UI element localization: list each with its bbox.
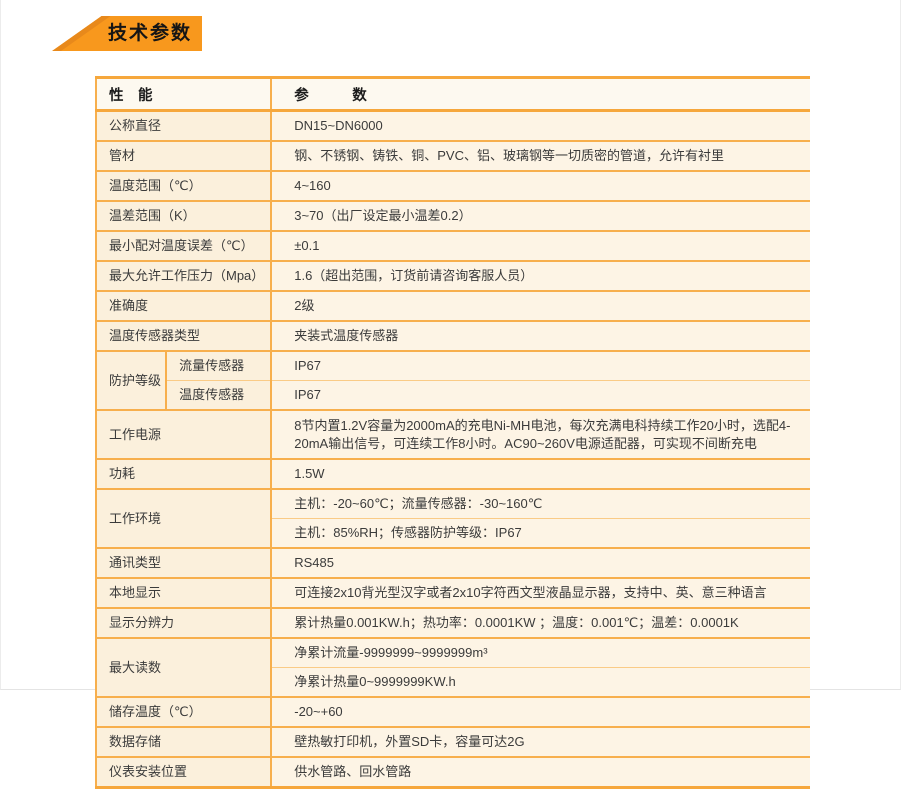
table-row-data-storage: 数据存储 壁热敏打印机，外置SD卡，容量可达2G	[96, 727, 810, 759]
table-row-temp-range: 温度范围（℃） 4~160	[96, 171, 810, 202]
table-row-accuracy: 准确度 2级	[96, 291, 810, 322]
spec-value: 净累计流量-9999999~9999999m³	[270, 638, 810, 669]
spec-value: 1.5W	[270, 459, 810, 491]
col-header-performance: 性 能	[96, 77, 272, 112]
spec-label: 准确度	[96, 291, 272, 322]
table-row-max-pressure: 最大允许工作压力（Mpa） 1.6（超出范围，订货前请咨询客服人员）	[96, 261, 810, 292]
spec-label: 最小配对温度误差（℃）	[96, 231, 272, 262]
spec-label: 最大允许工作压力（Mpa）	[96, 261, 272, 292]
spec-label: 防护等级	[96, 351, 167, 411]
page: { "badge": { "title": "技术参数" }, "colors"…	[0, 0, 901, 690]
col-header-parameter: 参 数	[270, 77, 810, 112]
spec-value: DN15~DN6000	[270, 110, 810, 142]
spec-value: 2级	[270, 291, 810, 322]
table-row-comm-type: 通讯类型 RS485	[96, 548, 810, 580]
spec-label: 功耗	[96, 459, 272, 491]
spec-value: 3~70（出厂设定最小温差0.2）	[270, 201, 810, 232]
spec-value: IP67	[270, 351, 810, 381]
table-row-install-position: 仪表安装位置 供水管路、回水管路	[96, 757, 810, 789]
section-badge: 技术参数	[52, 16, 202, 51]
spec-label: 储存温度（℃）	[96, 697, 272, 729]
table-row-local-display: 本地显示 可连接2x10背光型汉字或者2x10字符西文型液晶显示器，支持中、英、…	[96, 578, 810, 610]
spec-label: 温度传感器类型	[96, 321, 272, 352]
spec-value: 净累计热量0~9999999KW.h	[270, 667, 810, 699]
spec-value: -20~+60	[270, 697, 810, 729]
spec-value: 8节内置1.2V容量为2000mA的充电Ni-MH电池，每次充满电科持续工作20…	[270, 410, 810, 461]
spec-label: 工作电源	[96, 410, 272, 461]
table-row-temp-sensor-type: 温度传感器类型 夹装式温度传感器	[96, 321, 810, 352]
table-row-display-resolution: 显示分辨力 累计热量0.001KW.h；热功率：0.0001KW ；温度：0.0…	[96, 608, 810, 640]
table-row-protection-flow: 防护等级 流量传感器 IP67	[96, 351, 810, 411]
spec-label: 最大读数	[96, 638, 272, 699]
table-row-work-env-humidity: 主机：85%RH；传感器防护等级：IP67	[96, 518, 810, 550]
spec-label: 工作环境	[96, 489, 272, 550]
spec-label: 温度范围（℃）	[96, 171, 272, 202]
spec-sublabel: 流量传感器	[165, 351, 272, 381]
table-row-max-reading-flow: 最大读数 净累计流量-9999999~9999999m³	[96, 638, 810, 699]
spec-value: 1.6（超出范围，订货前请咨询客服人员）	[270, 261, 810, 292]
spec-label: 仪表安装位置	[96, 757, 272, 789]
spec-value: 可连接2x10背光型汉字或者2x10字符西文型液晶显示器，支持中、英、意三种语言	[270, 578, 810, 610]
spec-label: 管材	[96, 141, 272, 172]
table-row-temp-diff-range: 温差范围（K） 3~70（出厂设定最小温差0.2）	[96, 201, 810, 232]
spec-value: 4~160	[270, 171, 810, 202]
spec-value: RS485	[270, 548, 810, 580]
spec-value: 主机：-20~60℃；流量传感器：-30~160℃	[270, 489, 810, 520]
table-row-pipe-material: 管材 钢、不锈钢、铸铁、铜、PVC、铝、玻璃钢等一切质密的管道，允许有衬里	[96, 141, 810, 172]
spec-sublabel: 温度传感器	[165, 380, 272, 411]
table-row-power-consumption: 功耗 1.5W	[96, 459, 810, 491]
table-row-min-pair-error: 最小配对温度误差（℃） ±0.1	[96, 231, 810, 262]
table-row-power-supply: 工作电源 8节内置1.2V容量为2000mA的充电Ni-MH电池，每次充满电科持…	[96, 410, 810, 461]
spec-value: 夹装式温度传感器	[270, 321, 810, 352]
section-title: 技术参数	[108, 23, 193, 44]
table-row-nominal-diameter: 公称直径 DN15~DN6000	[96, 110, 810, 142]
spec-value: 钢、不锈钢、铸铁、铜、PVC、铝、玻璃钢等一切质密的管道，允许有衬里	[270, 141, 810, 172]
spec-value: 壁热敏打印机，外置SD卡，容量可达2G	[270, 727, 810, 759]
spec-value: 累计热量0.001KW.h；热功率：0.0001KW ；温度：0.001℃；温差…	[270, 608, 810, 640]
table-row-work-env-temp: 工作环境 主机：-20~60℃；流量传感器：-30~160℃	[96, 489, 810, 550]
spec-label: 显示分辨力	[96, 608, 272, 640]
spec-label: 本地显示	[96, 578, 272, 610]
table-row-storage-temp: 储存温度（℃） -20~+60	[96, 697, 810, 729]
spec-value: IP67	[270, 380, 810, 411]
spec-value: ±0.1	[270, 231, 810, 262]
spec-value: 供水管路、回水管路	[270, 757, 810, 789]
spec-label: 通讯类型	[96, 548, 272, 580]
table-row-protection-temp: 温度传感器 IP67	[96, 380, 810, 411]
spec-label: 温差范围（K）	[96, 201, 272, 232]
spec-label: 数据存储	[96, 727, 272, 759]
spec-value: 主机：85%RH；传感器防护等级：IP67	[270, 518, 810, 550]
spec-label: 公称直径	[96, 110, 272, 142]
spec-table: 性 能 参 数 公称直径 DN15~DN6000 管材 钢、不锈钢、铸铁、铜、P…	[95, 76, 810, 789]
table-header-row: 性 能 参 数	[96, 77, 810, 112]
